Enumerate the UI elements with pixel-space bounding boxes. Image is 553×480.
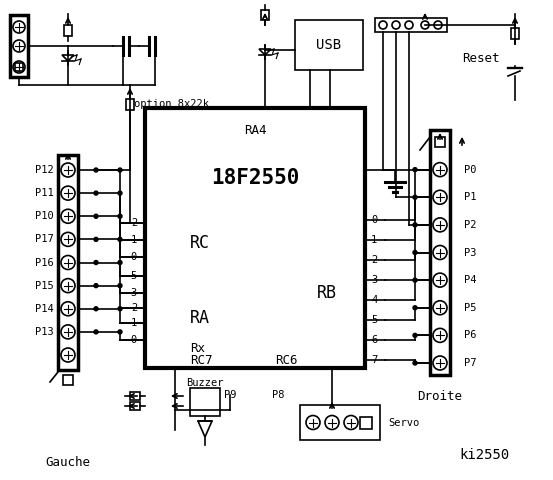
Text: Buzzer: Buzzer — [186, 378, 224, 388]
Circle shape — [118, 284, 122, 288]
Bar — [295, 20, 363, 70]
Circle shape — [94, 261, 98, 264]
Circle shape — [118, 307, 122, 311]
Text: ki2550: ki2550 — [460, 448, 510, 462]
Bar — [58, 155, 78, 370]
Text: 2: 2 — [371, 255, 377, 265]
Text: RC7: RC7 — [190, 353, 212, 367]
Text: P16: P16 — [35, 257, 54, 267]
Text: P13: P13 — [35, 327, 54, 337]
Text: 5: 5 — [131, 271, 137, 281]
Text: RA4: RA4 — [244, 123, 266, 136]
Text: RC: RC — [190, 234, 210, 252]
Text: P12: P12 — [35, 165, 54, 175]
Text: 0: 0 — [131, 252, 137, 262]
Bar — [126, 98, 134, 109]
Circle shape — [413, 168, 417, 172]
Text: 1: 1 — [371, 235, 377, 245]
Text: 5: 5 — [371, 315, 377, 325]
Bar — [64, 24, 72, 36]
Text: P5: P5 — [464, 303, 477, 313]
Bar — [145, 108, 365, 368]
Text: Rx: Rx — [190, 341, 205, 355]
Circle shape — [413, 306, 417, 310]
Bar — [130, 392, 140, 400]
Circle shape — [118, 238, 122, 241]
Text: 6: 6 — [371, 335, 377, 345]
Circle shape — [118, 214, 122, 218]
Circle shape — [94, 284, 98, 288]
Bar — [300, 405, 380, 440]
Bar — [375, 18, 447, 32]
Text: 4: 4 — [371, 295, 377, 305]
Circle shape — [94, 307, 98, 311]
Text: 18F2550: 18F2550 — [211, 168, 299, 188]
Circle shape — [413, 334, 417, 337]
Text: P10: P10 — [35, 211, 54, 221]
Text: P8: P8 — [272, 390, 284, 400]
Bar — [261, 10, 269, 20]
Circle shape — [94, 214, 98, 218]
Circle shape — [94, 330, 98, 334]
Text: 2: 2 — [131, 303, 137, 313]
Circle shape — [94, 191, 98, 195]
Text: 3: 3 — [131, 288, 137, 298]
Text: Gauche: Gauche — [45, 456, 91, 468]
Text: P6: P6 — [464, 330, 477, 340]
Text: Reset: Reset — [462, 51, 500, 64]
Circle shape — [413, 223, 417, 227]
Text: P7: P7 — [464, 358, 477, 368]
Text: P3: P3 — [464, 248, 477, 257]
Text: P9: P9 — [224, 390, 236, 400]
Text: Droite: Droite — [418, 391, 462, 404]
Circle shape — [118, 330, 122, 334]
Text: P11: P11 — [35, 188, 54, 198]
Text: Servo: Servo — [388, 418, 419, 428]
Text: P0: P0 — [464, 165, 477, 175]
Text: 1: 1 — [131, 318, 137, 328]
Bar — [435, 137, 445, 147]
Text: P1: P1 — [464, 192, 477, 202]
Text: P2: P2 — [464, 220, 477, 230]
Text: 0: 0 — [131, 335, 137, 345]
Text: 3: 3 — [371, 275, 377, 285]
Bar — [430, 130, 450, 375]
Circle shape — [413, 361, 417, 365]
Text: P4: P4 — [464, 275, 477, 285]
Text: 2: 2 — [131, 218, 137, 228]
Bar — [63, 375, 73, 385]
Text: 0: 0 — [371, 215, 377, 225]
Circle shape — [118, 191, 122, 195]
Bar — [130, 402, 140, 410]
Bar — [360, 417, 372, 429]
Circle shape — [118, 168, 122, 172]
Circle shape — [118, 261, 122, 264]
Circle shape — [94, 238, 98, 241]
Circle shape — [413, 278, 417, 282]
Text: 7: 7 — [371, 355, 377, 365]
Text: USB: USB — [316, 38, 342, 52]
Text: P15: P15 — [35, 281, 54, 290]
Circle shape — [413, 195, 417, 199]
Text: RC6: RC6 — [275, 353, 298, 367]
Text: RB: RB — [317, 284, 337, 302]
Bar — [10, 15, 28, 77]
Bar — [511, 27, 519, 38]
Text: P17: P17 — [35, 234, 54, 244]
Text: P14: P14 — [35, 304, 54, 314]
Text: 1: 1 — [131, 235, 137, 245]
Text: option 8x22k: option 8x22k — [134, 99, 209, 109]
Circle shape — [94, 168, 98, 172]
Bar — [190, 388, 220, 416]
Circle shape — [413, 251, 417, 254]
Text: RA: RA — [190, 309, 210, 327]
Bar — [15, 63, 23, 71]
